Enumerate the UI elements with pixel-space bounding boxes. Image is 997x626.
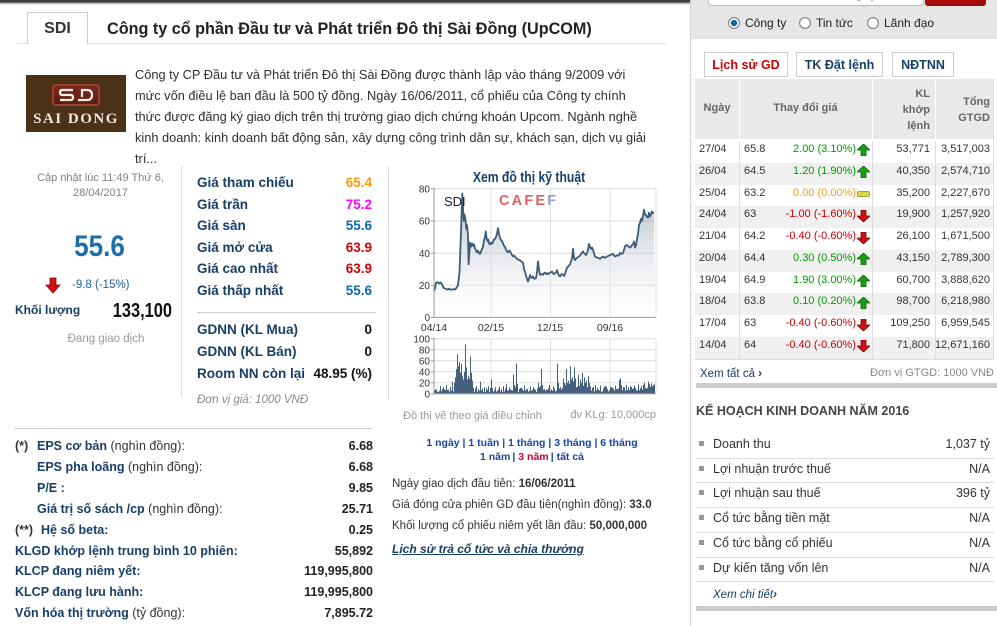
svg-text:80: 80 <box>419 346 431 357</box>
svg-text:02/15: 02/15 <box>478 322 504 334</box>
svg-text:12/15: 12/15 <box>537 322 563 334</box>
svg-text:80: 80 <box>419 185 431 196</box>
svg-text:100: 100 <box>413 335 430 346</box>
svg-text:04/14: 04/14 <box>421 322 447 334</box>
svg-text:CAFEF: CAFEF <box>499 193 558 209</box>
svg-text:40: 40 <box>419 368 431 379</box>
svg-text:20: 20 <box>419 281 431 292</box>
svg-text:20: 20 <box>419 379 431 390</box>
svg-text:09/16: 09/16 <box>597 322 623 334</box>
svg-text:60: 60 <box>419 217 431 228</box>
svg-text:40: 40 <box>419 249 431 260</box>
svg-text:0: 0 <box>424 313 430 324</box>
svg-text:60: 60 <box>419 357 431 368</box>
svg-text:0: 0 <box>424 390 430 401</box>
svg-text:SDI: SDI <box>444 194 466 209</box>
